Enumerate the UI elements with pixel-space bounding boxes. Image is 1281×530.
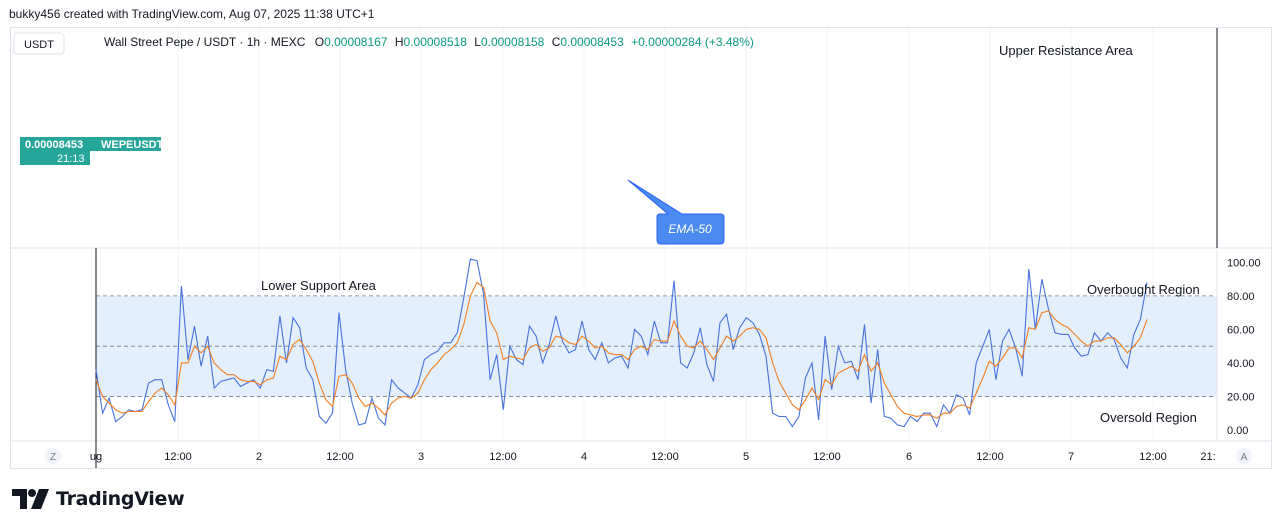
change-value: +0.00000284 (+3.48%)	[631, 35, 754, 49]
credit-line: bukky456 created with TradingView.com, A…	[9, 7, 375, 21]
high-value: 0.00008518	[404, 35, 468, 49]
time-tick-label: 3	[418, 451, 424, 463]
time-tick-label: 12:00	[326, 451, 354, 463]
a-button[interactable]	[1236, 448, 1252, 464]
time-tick-label: 21:	[1200, 451, 1215, 463]
oversold-label: Oversold Region	[1100, 410, 1197, 425]
open-value: 0.00008167	[324, 35, 388, 49]
z-button[interactable]	[45, 448, 61, 464]
lower-support-label: Lower Support Area	[261, 278, 377, 293]
rsi-axis-labels: 100.00 80.00 60.00 40.00 20.00 0.00	[1227, 257, 1261, 437]
overbought-label: Overbought Region	[1087, 282, 1200, 297]
time-tick-label: 5	[743, 451, 749, 463]
time-tick-label: 12:00	[651, 451, 679, 463]
tradingview-logo-text: TradingView	[56, 488, 185, 510]
time-tick-label: 12:00	[1139, 451, 1167, 463]
time-tick-label: 2	[256, 451, 262, 463]
svg-text:Z: Z	[50, 452, 56, 463]
rsi-tick-label: 20.00	[1227, 391, 1255, 403]
time-tick-label: 12:00	[164, 451, 192, 463]
price-tag-value: 0.00008453	[25, 139, 83, 151]
low-value: 0.00008158	[481, 35, 545, 49]
currency-label: USDT	[24, 39, 54, 51]
time-tick-label: 7	[1068, 451, 1074, 463]
price-tag-symbol: WEPEUSDT	[101, 139, 164, 151]
ohlc-legend: Wall Street Pepe / USDT · 1h · MEXC O0.0…	[104, 35, 754, 49]
time-tick-label: 4	[581, 451, 587, 463]
svg-text:A: A	[1241, 452, 1248, 463]
time-tick-label: 12:00	[489, 451, 517, 463]
close-value: 0.00008453	[560, 35, 624, 49]
symbol-line: Wall Street Pepe / USDT · 1h · MEXC	[104, 35, 306, 49]
rsi-layer	[95, 258, 1148, 429]
ema-callout-label: EMA-50	[668, 222, 712, 236]
upper-resistance-label: Upper Resistance Area	[999, 43, 1133, 58]
ema-callout: EMA-50	[627, 179, 725, 245]
rsi-tick-label: 40.00	[1227, 358, 1255, 370]
price-tag: 0.00008453 WEPEUSDT 21:13	[20, 137, 164, 165]
price-tag-countdown: 21:13	[57, 153, 85, 165]
rsi-tick-label: 80.00	[1227, 291, 1255, 303]
rsi-series-line	[95, 281, 1148, 419]
time-tick-label: 12:00	[976, 451, 1004, 463]
rsi-tick-label: 100.00	[1227, 257, 1261, 269]
time-tick-label: 6	[906, 451, 912, 463]
tradingview-logo[interactable]: TradingView	[12, 488, 185, 510]
tradingview-logo-icon	[12, 489, 49, 509]
rsi-tick-label: 60.00	[1227, 324, 1255, 336]
time-tick-label: ug	[90, 451, 102, 463]
time-tick-label: 12:00	[813, 451, 841, 463]
time-axis-labels: ug 12:00 2 12:00 3 12:00 4 12:00 5 12:00 6 12:00 7 12…	[90, 451, 1216, 463]
rsi-tick-label: 0.00	[1227, 425, 1248, 437]
currency-box[interactable]	[13, 32, 65, 55]
rsi-series-line	[95, 258, 1148, 429]
